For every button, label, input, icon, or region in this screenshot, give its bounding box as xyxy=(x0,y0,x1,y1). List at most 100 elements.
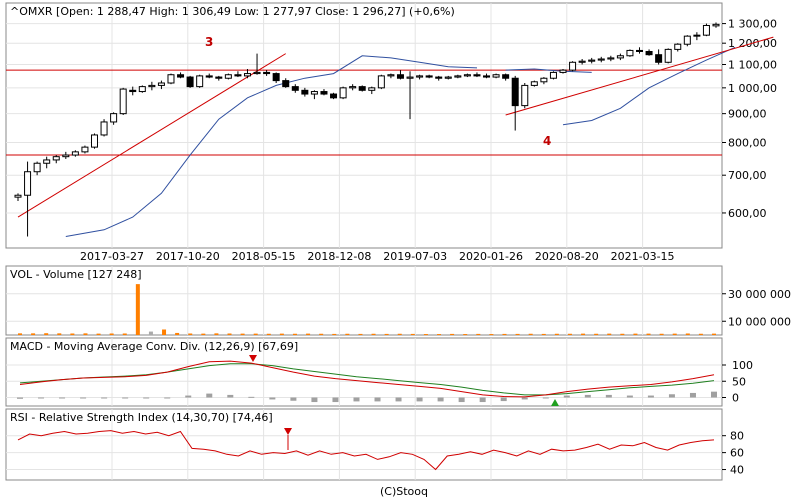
volume-bar xyxy=(437,334,442,336)
volume-bar xyxy=(175,332,180,335)
candle-body xyxy=(43,159,51,164)
candle-body xyxy=(511,77,519,107)
candle-body xyxy=(616,55,624,59)
y-tick-label: 1 300,00 xyxy=(728,18,777,31)
y-tick-label: 800,00 xyxy=(728,136,767,149)
candle-body xyxy=(71,151,79,156)
volume-bar xyxy=(253,333,258,335)
volume-bar xyxy=(306,333,311,335)
volume-bar xyxy=(685,333,690,335)
candle-body xyxy=(387,74,395,77)
y-tick-label: 0 xyxy=(732,392,739,405)
x-tick-label: 2020-08-20 xyxy=(535,250,599,263)
macd-histogram-bar xyxy=(626,395,633,398)
candle-body xyxy=(177,74,185,78)
macd-histogram-bar xyxy=(59,397,66,399)
x-tick-label: 2019-07-03 xyxy=(383,250,447,263)
candle-body xyxy=(330,93,338,99)
rsi-line xyxy=(17,430,715,471)
y-tick-label: 600,00 xyxy=(728,207,767,220)
sell-marker xyxy=(249,355,257,362)
macd-histogram-bar xyxy=(185,395,192,398)
macd-histogram-bar xyxy=(38,397,45,399)
macd-histogram-bar xyxy=(101,397,108,399)
panel-frame xyxy=(5,408,723,481)
volume-bar xyxy=(502,333,507,335)
macd-histogram-bar xyxy=(311,397,318,403)
candle-body xyxy=(492,74,500,78)
candle-body xyxy=(521,84,529,107)
candle-body xyxy=(243,73,251,77)
volume-bar xyxy=(554,333,559,335)
macd-histogram-bar xyxy=(80,397,87,399)
x-tick-label: 2017-10-20 xyxy=(156,250,220,263)
panel-frame xyxy=(5,337,723,407)
volume-bar xyxy=(188,333,193,335)
candle-body xyxy=(712,23,720,27)
candle-body xyxy=(138,86,146,93)
y-tick-label: 30 000 000 xyxy=(728,288,791,301)
volume-bar xyxy=(122,333,127,335)
volume-bar xyxy=(83,333,88,335)
volume-bar xyxy=(410,333,415,335)
y-tick-label: 80 xyxy=(730,430,744,443)
macd-histogram-bar xyxy=(395,397,402,402)
volume-bar xyxy=(266,333,271,335)
volume-bar xyxy=(18,333,22,335)
volume-bar xyxy=(646,333,651,335)
panel-frame xyxy=(5,265,723,336)
candle-body xyxy=(339,87,347,99)
candle-body xyxy=(157,82,165,86)
candle-body xyxy=(263,71,271,75)
volume-bar xyxy=(581,333,586,335)
macd-histogram-bar xyxy=(479,397,486,403)
volume-bar xyxy=(135,284,140,335)
candle-body xyxy=(62,154,70,158)
candle-body xyxy=(234,74,242,77)
macd-histogram-bar xyxy=(500,397,507,402)
volume-bar xyxy=(201,333,206,335)
y-tick-label: 100 xyxy=(732,359,753,372)
candle-body xyxy=(291,86,299,91)
macd-histogram-bar xyxy=(711,391,717,398)
candle-body xyxy=(272,73,280,82)
candle-body xyxy=(81,146,89,153)
y-tick-label: 1 000,00 xyxy=(728,82,777,95)
candle-body xyxy=(377,75,385,89)
candle-body xyxy=(655,54,663,63)
candle-body xyxy=(702,24,710,36)
candle-body xyxy=(502,74,510,79)
candle-body xyxy=(588,59,596,62)
volume-bar xyxy=(44,333,49,335)
y-tick-label: 1 100,00 xyxy=(728,59,777,72)
candle-body xyxy=(320,91,328,95)
volume-bar xyxy=(70,333,75,335)
macd-histogram-bar xyxy=(122,397,129,399)
candle-body xyxy=(540,77,548,83)
candle-body xyxy=(129,89,137,93)
candle-body xyxy=(569,61,577,71)
candle-body xyxy=(396,74,404,79)
rsi-marker xyxy=(284,428,292,435)
candle-body xyxy=(52,156,60,161)
macd-histogram-bar xyxy=(143,397,150,399)
candle-body xyxy=(454,75,462,78)
candle-body xyxy=(90,134,98,148)
volume-bar xyxy=(541,333,546,335)
candle-body xyxy=(693,34,701,37)
volume-bar xyxy=(345,333,350,335)
candle-body xyxy=(253,71,261,75)
macd-histogram-bar xyxy=(437,397,444,402)
candle-body xyxy=(186,76,194,88)
y-tick-label: 10 000 000 xyxy=(728,315,791,328)
volume-bar xyxy=(57,333,62,335)
volume-bar xyxy=(594,333,599,335)
macd-histogram-bar xyxy=(416,397,423,402)
macd-histogram-bar xyxy=(269,397,276,400)
candle-body xyxy=(406,76,414,79)
macd-histogram-bar xyxy=(668,394,675,398)
panel-frame xyxy=(5,2,723,249)
moving-average-line xyxy=(505,68,592,73)
candle-body xyxy=(368,87,376,91)
